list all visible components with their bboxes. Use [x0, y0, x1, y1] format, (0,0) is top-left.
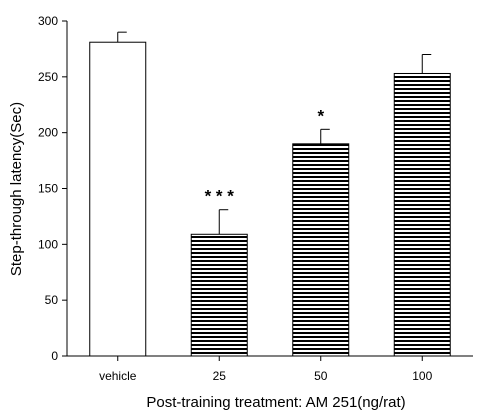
bar	[89, 41, 147, 357]
y-axis-label: Step-through latency(Sec)	[8, 102, 25, 276]
significance-label: * * *	[205, 187, 235, 206]
bar	[190, 233, 248, 357]
x-tick-label: vehicle	[99, 369, 137, 383]
y-tick-label: 150	[38, 182, 58, 196]
x-axis-label: Post-training treatment: AM 251(ng/rat)	[146, 394, 405, 411]
labels: 0 50 100 150 200 250 300 vehicle 25 * * * 50 * 100	[38, 14, 433, 383]
y-tick-label: 50	[45, 293, 59, 307]
y-tick-label: 200	[38, 126, 58, 140]
y-tick-label: 100	[38, 237, 58, 251]
y-tick-label: 0	[51, 349, 58, 363]
bar	[292, 143, 350, 357]
x-tick-label: 50	[314, 369, 328, 383]
significance-label: *	[317, 106, 324, 125]
y-tick-label: 250	[38, 70, 58, 84]
bar	[393, 72, 451, 357]
bars	[89, 31, 451, 357]
x-tick-label: 100	[412, 369, 432, 383]
y-tick-label: 300	[38, 14, 58, 28]
x-tick-label: 25	[213, 369, 227, 383]
